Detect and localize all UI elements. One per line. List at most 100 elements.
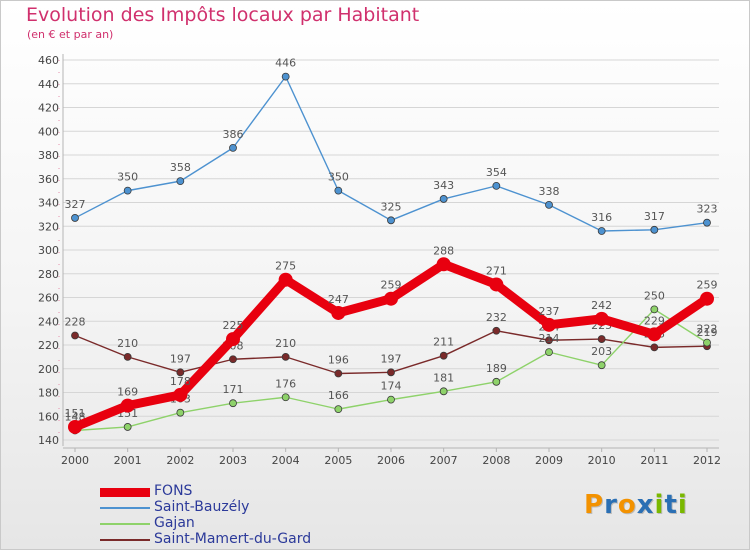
data-point-saint-bauzely[interactable] (71, 214, 79, 222)
data-label-gajan: 250 (644, 289, 665, 302)
data-point-saint-mamert-du-gard[interactable] (387, 368, 395, 377)
data-point-gajan[interactable] (703, 338, 711, 347)
logo-letter: x (636, 490, 655, 520)
x-tick-label: 2010 (588, 454, 616, 467)
y-tick-label: 340 (38, 197, 59, 210)
data-point-gajan[interactable] (650, 305, 659, 314)
data-point-saint-mamert-du-gard[interactable] (492, 326, 501, 335)
data-point-gajan[interactable] (597, 361, 606, 370)
data-label-saint-mamert-du-gard: 228 (65, 316, 86, 329)
data-point-saint-mamert-du-gard[interactable] (229, 355, 237, 364)
data-point-fons[interactable] (278, 272, 293, 287)
data-label-saint-bauzely: 350 (328, 171, 349, 184)
data-point-gajan[interactable] (545, 348, 553, 357)
y-tick-label: 360 (38, 173, 59, 186)
data-point-gajan[interactable] (229, 399, 237, 408)
data-point-saint-mamert-du-gard[interactable] (334, 369, 343, 378)
data-point-fons[interactable] (226, 332, 240, 347)
data-point-saint-bauzely[interactable] (387, 216, 395, 225)
data-label-fons: 271 (486, 264, 507, 277)
data-point-fons[interactable] (489, 277, 504, 292)
data-point-saint-mamert-du-gard[interactable] (281, 352, 290, 361)
data-point-saint-mamert-du-gard[interactable] (123, 352, 132, 361)
y-tick-label: 140 (38, 434, 59, 447)
data-label-saint-bauzely: 338 (539, 185, 560, 198)
x-tick-label: 2007 (430, 454, 458, 467)
data-point-saint-bauzely[interactable] (703, 218, 711, 227)
data-point-saint-bauzely[interactable] (545, 200, 553, 209)
x-tick-label: 2004 (272, 454, 300, 467)
data-point-gajan[interactable] (123, 423, 132, 431)
logo-letter: i (677, 490, 688, 520)
proxiti-logo: Proxiti (584, 490, 688, 520)
data-point-saint-bauzely[interactable] (123, 186, 132, 195)
data-point-fons[interactable] (331, 305, 346, 320)
data-point-fons[interactable] (384, 291, 398, 306)
y-tick-label: 280 (38, 268, 59, 281)
data-point-saint-bauzely[interactable] (334, 186, 343, 195)
y-tick-label: 220 (38, 339, 59, 352)
data-point-fons[interactable] (68, 419, 82, 434)
logo-letter: P (584, 490, 605, 520)
data-point-fons[interactable] (647, 327, 662, 342)
y-tick-label: 260 (38, 292, 59, 305)
data-point-fons[interactable] (700, 291, 714, 306)
data-point-fons[interactable] (594, 311, 609, 326)
data-point-gajan[interactable] (334, 405, 343, 414)
logo-letter: i (654, 490, 665, 520)
data-label-fons: 151 (65, 407, 86, 420)
data-point-fons[interactable] (542, 317, 556, 332)
legend-swatch-fons (100, 487, 150, 497)
data-label-gajan: 176 (275, 377, 296, 390)
data-point-saint-bauzely[interactable] (650, 225, 659, 234)
data-label-saint-bauzely: 316 (591, 211, 612, 224)
x-tick-label: 2011 (640, 454, 668, 467)
data-label-gajan: 214 (539, 332, 560, 345)
data-point-saint-bauzely[interactable] (597, 227, 606, 235)
data-label-saint-mamert-du-gard: 211 (433, 336, 454, 349)
data-point-fons[interactable] (120, 398, 135, 413)
x-tick-label: 2012 (693, 454, 721, 467)
x-tick-label: 2006 (377, 454, 405, 467)
data-label-fons: 275 (275, 260, 296, 273)
x-tick-label: 2009 (535, 454, 563, 467)
x-tick-label: 2000 (61, 454, 89, 467)
y-tick-label: 160 (38, 410, 59, 423)
data-point-saint-mamert-du-gard[interactable] (439, 351, 448, 360)
data-point-saint-mamert-du-gard[interactable] (71, 331, 79, 340)
data-label-saint-mamert-du-gard: 197 (170, 352, 191, 365)
data-point-saint-bauzely[interactable] (176, 177, 185, 186)
data-label-fons: 247 (328, 293, 349, 306)
data-point-gajan[interactable] (492, 377, 501, 386)
y-tick-label: 400 (38, 125, 59, 138)
data-point-gajan[interactable] (176, 408, 185, 417)
data-point-saint-bauzely[interactable] (439, 195, 448, 203)
data-point-gajan[interactable] (281, 393, 290, 402)
y-tick-label: 240 (38, 315, 59, 328)
data-point-saint-bauzely[interactable] (281, 72, 290, 81)
data-label-fons: 178 (170, 375, 191, 388)
data-point-saint-mamert-du-gard[interactable] (650, 343, 659, 352)
data-label-fons: 237 (539, 305, 560, 318)
data-point-gajan[interactable] (439, 387, 448, 396)
data-label-gajan: 203 (591, 345, 612, 358)
data-label-fons: 259 (697, 279, 718, 292)
data-label-saint-mamert-du-gard: 196 (328, 354, 349, 367)
data-point-gajan[interactable] (387, 395, 395, 404)
chart-subtitle: (en € et par an) (27, 28, 114, 41)
data-point-saint-mamert-du-gard[interactable] (597, 335, 606, 343)
y-tick-label: 200 (38, 363, 59, 376)
y-tick-label: 460 (38, 54, 59, 67)
data-point-saint-bauzely[interactable] (229, 143, 237, 152)
data-point-fons[interactable] (436, 257, 451, 272)
y-tick-label: 420 (38, 102, 59, 115)
data-point-saint-mamert-du-gard[interactable] (545, 336, 553, 345)
data-label-saint-bauzely: 325 (381, 200, 402, 213)
data-label-saint-bauzely: 323 (697, 203, 718, 216)
data-label-gajan: 181 (433, 371, 454, 384)
data-point-saint-bauzely[interactable] (492, 181, 501, 190)
logo-letter: o (617, 490, 637, 520)
data-point-saint-mamert-du-gard[interactable] (176, 368, 185, 377)
data-point-fons[interactable] (173, 387, 188, 402)
data-label-fons: 288 (433, 244, 454, 257)
